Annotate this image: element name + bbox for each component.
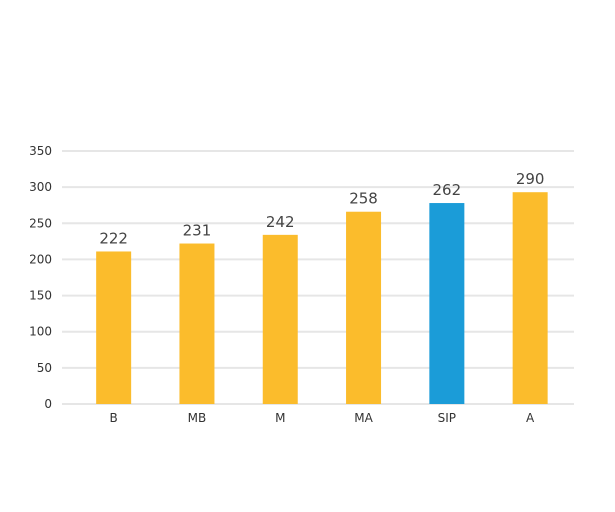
data-label-mb: 231 — [183, 222, 212, 240]
y-tick-label: 0 — [44, 397, 52, 411]
y-tick-label: 250 — [29, 216, 52, 230]
data-label-a: 290 — [516, 170, 545, 188]
y-gridlines — [62, 150, 574, 405]
x-axis-ticks: B MB M MA SIP A — [110, 411, 536, 425]
x-tick-label-a: A — [526, 411, 535, 425]
y-axis-ticks: 0 50 100 150 200 250 300 350 — [29, 144, 52, 411]
data-label-sip: 262 — [433, 181, 462, 199]
x-tick-label-b: B — [110, 411, 118, 425]
data-label-b: 222 — [99, 229, 128, 247]
bars — [96, 192, 548, 404]
y-tick-label: 150 — [29, 289, 52, 303]
x-tick-label-sip: SIP — [438, 411, 456, 425]
bar-ma — [346, 211, 382, 404]
bar-mb — [179, 243, 215, 404]
x-tick-label-ma: MA — [354, 411, 373, 425]
data-label-ma: 258 — [349, 190, 378, 208]
y-tick-label: 50 — [37, 361, 52, 375]
y-tick-label: 200 — [29, 252, 52, 266]
y-tick-label: 300 — [29, 180, 52, 194]
bar-m — [262, 234, 298, 404]
y-tick-label: 100 — [29, 325, 52, 339]
x-tick-label-m: M — [275, 411, 285, 425]
y-tick-label: 350 — [29, 144, 52, 158]
x-tick-label-mb: MB — [188, 411, 207, 425]
bar-b — [96, 251, 132, 404]
data-label-m: 242 — [266, 213, 295, 231]
bar-sip — [429, 203, 465, 404]
data-labels: 222 231 242 258 262 290 — [99, 170, 544, 247]
bar-a — [512, 192, 548, 404]
